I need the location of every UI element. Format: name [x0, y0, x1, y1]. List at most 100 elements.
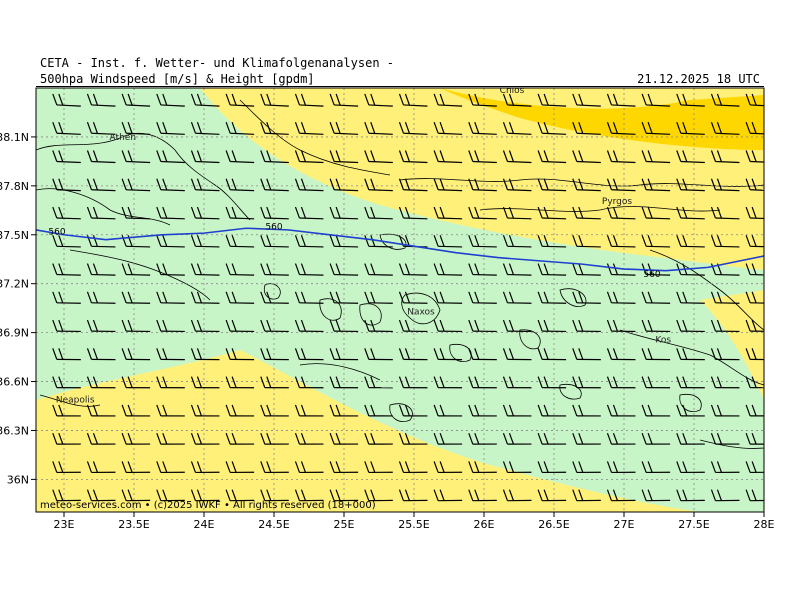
wind-barb: [156, 348, 185, 361]
wind-barb: [260, 404, 289, 417]
wind-barb: [121, 489, 151, 502]
wind-barb: [225, 178, 255, 192]
wind-barb: [745, 263, 764, 276]
wind-barb: [260, 150, 289, 164]
wind-barb: [572, 263, 601, 276]
wind-barb: [329, 235, 359, 248]
wind-barb: [260, 432, 289, 445]
wind-barb: [260, 206, 289, 220]
wind-barb: [641, 291, 671, 304]
wind-barb: [260, 263, 289, 276]
wind-barb: [468, 432, 497, 445]
lat-tick-label: 38.1N: [0, 131, 29, 144]
wind-barb: [329, 376, 359, 389]
wind-barb: [52, 376, 81, 389]
wind-barb: [225, 291, 255, 304]
wind-barb: [398, 178, 428, 192]
wind-barb: [364, 319, 393, 333]
wind-barb: [606, 291, 636, 304]
wind-barb: [572, 461, 601, 474]
wind-barb: [572, 432, 601, 445]
wind-barb: [225, 376, 255, 389]
wind-barb: [745, 461, 764, 474]
wind-barb: [502, 432, 532, 445]
wind-barb: [572, 404, 601, 417]
wind-barb: [710, 348, 740, 361]
wind-barb: [468, 263, 497, 276]
wind-barb: [52, 489, 81, 502]
wind-barb: [745, 404, 764, 417]
lon-tick-label: 28E: [754, 518, 775, 531]
wind-barb: [606, 489, 636, 502]
institute-header: CETA - Inst. f. Wetter- und Klimafolgena…: [40, 56, 395, 70]
wind-barb: [364, 178, 393, 192]
lon-tick-label: 27E: [614, 518, 635, 531]
place-label: Athen: [110, 133, 136, 143]
wind-barb: [745, 376, 764, 389]
wind-barb: [398, 348, 428, 361]
wind-barb: [468, 319, 497, 333]
wind-barb: [606, 93, 636, 107]
wind-barb: [364, 489, 393, 502]
wind-barb: [329, 319, 359, 333]
wind-barb: [676, 404, 705, 417]
wind-barb: [676, 461, 705, 474]
wind-barb: [745, 93, 764, 107]
wind-barb: [606, 178, 636, 192]
wind-barb: [364, 235, 393, 248]
wind-barb: [225, 348, 255, 361]
wind-barb: [502, 319, 532, 333]
wind-barb: [606, 150, 636, 164]
wind-barb: [502, 263, 532, 276]
wind-barb: [52, 348, 81, 361]
lon-tick-label: 26E: [474, 518, 495, 531]
wind-barb: [572, 122, 601, 135]
wind-barb: [190, 150, 220, 164]
wind-barb: [294, 348, 324, 361]
wind-barb: [364, 461, 393, 474]
wind-barb: [364, 291, 393, 304]
wind-barb: [676, 432, 705, 445]
wind-barb: [225, 122, 255, 135]
wind-barb: [641, 319, 671, 333]
wind-barb: [156, 206, 185, 220]
wind-barb: [641, 461, 671, 474]
wind-barb: [190, 432, 220, 445]
wind-barb: [572, 178, 601, 192]
wind-barb: [294, 376, 324, 389]
wind-barb: [398, 291, 428, 304]
wind-barb: [398, 461, 428, 474]
wind-barb: [329, 291, 359, 304]
wind-barb: [190, 376, 220, 389]
wind-barb: [156, 319, 185, 333]
wind-barb: [86, 122, 116, 135]
wind-barb: [86, 93, 116, 107]
place-label: Pyrgos: [602, 197, 633, 207]
product-title: 500hpa Windspeed [m/s] & Height [gpdm]: [40, 72, 315, 86]
wind-barb: [676, 150, 705, 164]
wind-barb: [260, 461, 289, 474]
wind-barb: [676, 206, 705, 220]
wind-barb: [190, 319, 220, 333]
wind-barb: [156, 178, 185, 192]
wind-barb: [606, 319, 636, 333]
wind-barb: [676, 376, 705, 389]
wind-barb: [329, 150, 359, 164]
wind-barb: [537, 291, 567, 304]
wind-barb: [710, 122, 740, 135]
wind-barb: [468, 376, 497, 389]
wind-barb: [537, 93, 567, 107]
wind-barb: [641, 206, 671, 220]
wind-barb: [294, 150, 324, 164]
wind-barb: [502, 348, 532, 361]
wind-barb: [398, 122, 428, 135]
wind-barb: [641, 93, 671, 107]
wind-barb: [606, 376, 636, 389]
wind-barb: [156, 404, 185, 417]
wind-barb: [190, 206, 220, 220]
lat-tick-label: 36N: [7, 473, 29, 486]
wind-barb: [364, 150, 393, 164]
credit-text: meteo-services.com • (c)2025 IWKF • All …: [40, 500, 376, 511]
lat-lon-grid: [36, 88, 764, 512]
